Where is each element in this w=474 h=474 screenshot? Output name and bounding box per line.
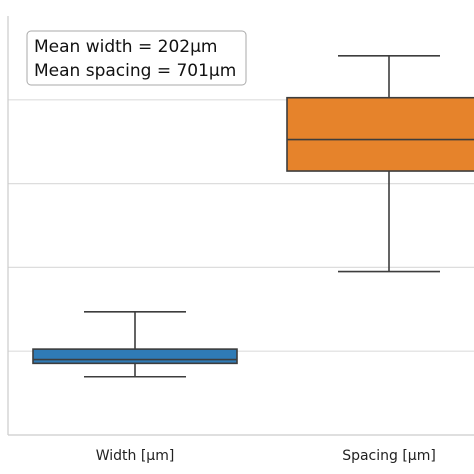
- annotation-box: Mean width = 202μm Mean spacing = 701μm: [26, 30, 247, 86]
- box-spacing: [286, 96, 474, 172]
- x-tick-label-width: Width [μm]: [96, 448, 175, 464]
- box-width: [32, 348, 238, 365]
- annotation-frame: [26, 30, 247, 86]
- boxes: [32, 55, 474, 378]
- x-tick-label-spacing: Spacing [μm]: [342, 448, 436, 464]
- x-tick-labels: Width [μm] Spacing [μm]: [96, 448, 436, 464]
- annotation-mean-width: Mean width = 202μm: [34, 37, 217, 57]
- annotation-mean-spacing: Mean spacing = 701μm: [34, 61, 236, 81]
